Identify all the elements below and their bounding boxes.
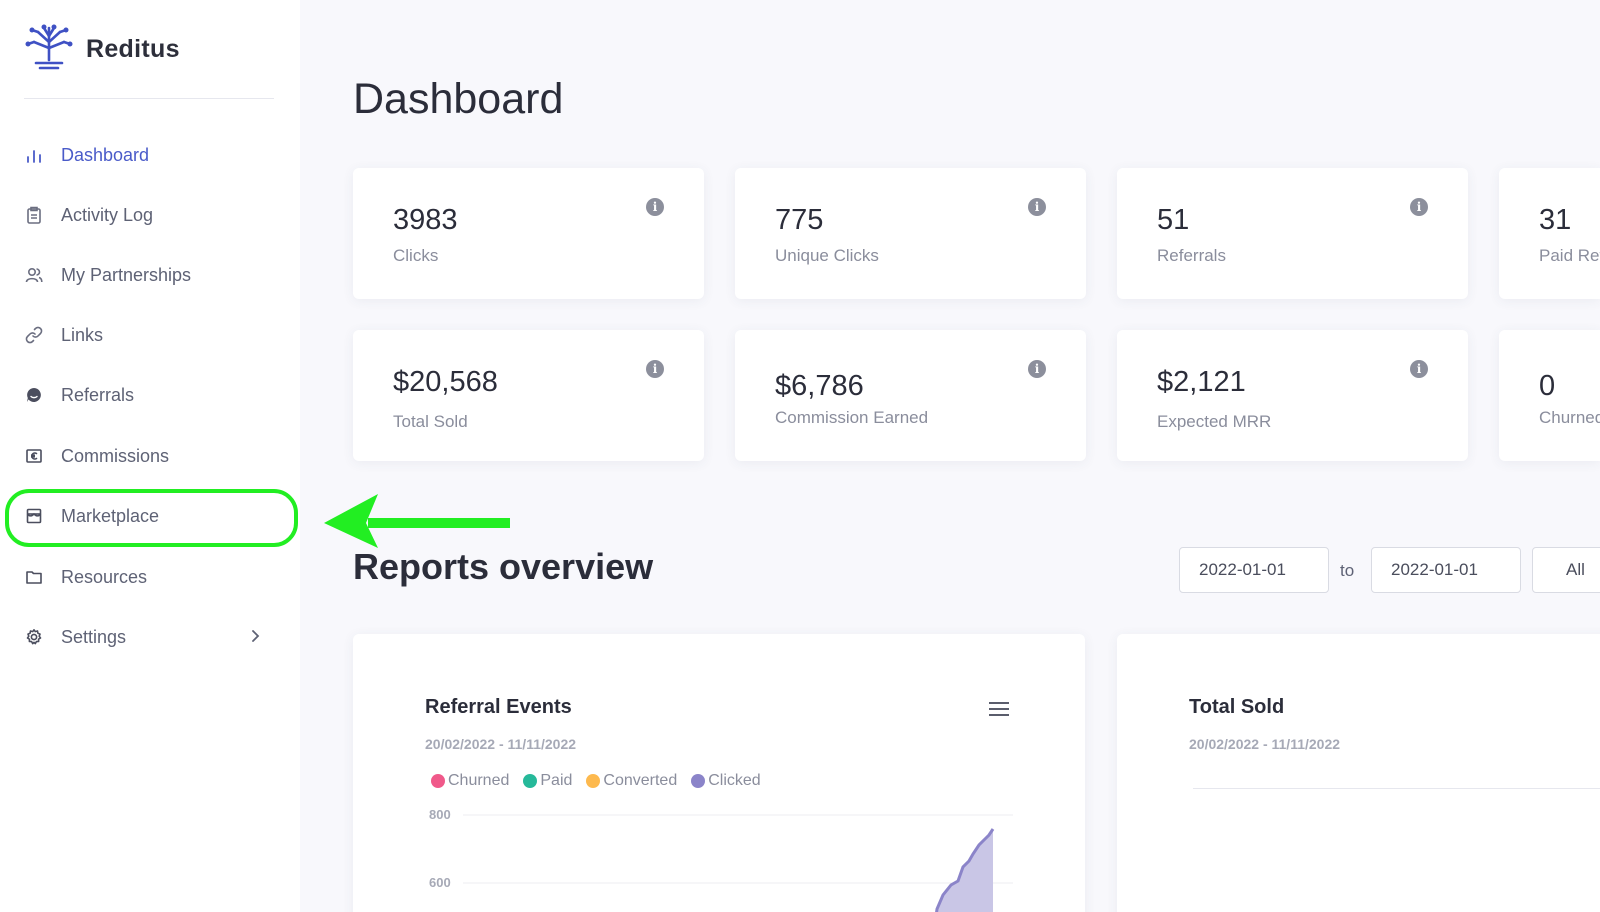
info-icon[interactable]: i xyxy=(1410,198,1428,216)
stat-value: 51 xyxy=(1157,204,1190,236)
stat-value: 775 xyxy=(775,204,824,236)
tree-logo-icon xyxy=(24,22,74,77)
total-sold-baseline xyxy=(1193,788,1600,789)
stat-value: 31 xyxy=(1539,204,1572,236)
sidebar-item-label: Marketplace xyxy=(61,505,160,526)
sidebar: Reditus Dashboard Activity Log My Partne… xyxy=(0,0,300,912)
legend-dot xyxy=(691,774,706,788)
sidebar-item-links[interactable]: Links xyxy=(24,315,274,355)
chart-legend: Churned Paid Converted Clicked xyxy=(431,772,761,790)
sidebar-item-my-partnerships[interactable]: My Partnerships xyxy=(24,255,274,295)
sidebar-item-label: Dashboard xyxy=(61,144,150,165)
sidebar-item-dashboard[interactable]: Dashboard xyxy=(24,135,274,175)
brand[interactable]: Reditus xyxy=(24,22,180,77)
chevron-right-icon[interactable] xyxy=(250,627,262,650)
stat-value: $6,786 xyxy=(775,370,864,402)
info-icon[interactable]: i xyxy=(1410,360,1428,378)
stat-label: Expected MRR xyxy=(1157,412,1272,431)
sidebar-item-resources[interactable]: Resources xyxy=(24,557,274,597)
stat-card-clicks: 3983 Clicks i xyxy=(353,168,704,299)
reports-overview-title: Reports overview xyxy=(353,546,654,587)
users-icon xyxy=(24,265,44,285)
annotation-arrow-icon xyxy=(324,494,510,548)
filter-select[interactable]: All xyxy=(1532,547,1600,593)
stat-value: 3983 xyxy=(393,204,458,236)
stat-value: $2,121 xyxy=(1157,366,1246,398)
legend-dot xyxy=(586,774,601,788)
sidebar-item-label: My Partnerships xyxy=(61,264,192,285)
gear-icon xyxy=(24,627,44,647)
link-icon xyxy=(24,325,44,345)
stat-label: Commission Earned xyxy=(775,408,929,427)
info-icon[interactable]: i xyxy=(1028,198,1046,216)
stat-label: Paid Referrals xyxy=(1539,246,1600,265)
stat-label: Total Sold xyxy=(393,412,468,431)
stat-card-commission-earned: $6,786 Commission Earned i xyxy=(735,330,1086,461)
sidebar-item-commissions[interactable]: Commissions xyxy=(24,436,274,476)
stat-card-expected-mrr: $2,121 Expected MRR i xyxy=(1117,330,1468,461)
clicked-area xyxy=(936,829,993,912)
clipboard-icon xyxy=(24,205,44,225)
sidebar-divider xyxy=(24,98,274,99)
bar-chart-icon xyxy=(24,145,44,165)
legend-label: Clicked xyxy=(708,772,761,789)
sidebar-item-settings[interactable]: Settings xyxy=(24,617,274,657)
stat-label: Referrals xyxy=(1157,246,1226,265)
stat-card-paid-referrals: 31 Paid Referrals xyxy=(1499,168,1600,299)
referral-events-card: Referral Events 20/02/2022 - 11/11/2022 … xyxy=(353,634,1085,912)
stat-value: $20,568 xyxy=(393,366,498,398)
sidebar-item-activity-log[interactable]: Activity Log xyxy=(24,195,274,235)
hamburger-menu-icon[interactable] xyxy=(989,702,1009,718)
date-from-input[interactable]: 2022-01-01 xyxy=(1179,547,1329,593)
stat-card-referrals: 51 Referrals i xyxy=(1117,168,1468,299)
date-range-separator: to xyxy=(1340,561,1355,580)
sidebar-item-label: Commissions xyxy=(61,445,170,466)
store-icon xyxy=(24,506,44,526)
date-to-input[interactable]: 2022-01-01 xyxy=(1371,547,1521,593)
total-sold-card: Total Sold 20/02/2022 - 11/11/2022 xyxy=(1117,634,1600,912)
stat-label: Churned xyxy=(1539,408,1600,427)
stat-value: 0 xyxy=(1539,370,1556,402)
sidebar-item-label: Activity Log xyxy=(61,204,154,225)
chart-title: Referral Events xyxy=(425,696,572,718)
info-icon[interactable]: i xyxy=(646,360,664,378)
sidebar-item-referrals[interactable]: Referrals xyxy=(24,375,274,415)
legend-dot xyxy=(431,774,445,788)
sidebar-item-label: Resources xyxy=(61,566,148,587)
stat-card-unique-clicks: 775 Unique Clicks i xyxy=(735,168,1086,299)
stat-card-total-sold: $20,568 Total Sold i xyxy=(353,330,704,461)
info-icon[interactable]: i xyxy=(1028,360,1046,378)
stat-label: Unique Clicks xyxy=(775,246,879,265)
stat-card-churned: 0 Churned xyxy=(1499,330,1600,461)
info-icon[interactable]: i xyxy=(646,198,664,216)
clicked-line xyxy=(935,828,995,912)
euro-note-icon xyxy=(24,446,44,466)
page-title: Dashboard xyxy=(353,75,564,123)
sidebar-item-label: Settings xyxy=(61,626,127,647)
legend-item-converted[interactable]: Converted xyxy=(586,772,677,790)
legend-dot xyxy=(523,774,538,788)
referral-events-chart: 800 600 xyxy=(429,807,1013,912)
legend-label: Converted xyxy=(603,772,678,789)
y-tick-label-800: 800 xyxy=(429,807,451,822)
sidebar-item-label: Referrals xyxy=(61,384,135,405)
legend-item-churned[interactable]: Churned xyxy=(431,772,509,790)
stat-label: Clicks xyxy=(393,246,439,265)
brand-name: Reditus xyxy=(86,35,180,63)
legend-item-paid[interactable]: Paid xyxy=(523,772,572,790)
legend-item-clicked[interactable]: Clicked xyxy=(691,772,761,790)
chat-bubble-icon xyxy=(24,385,44,405)
sidebar-item-label: Links xyxy=(61,324,104,345)
legend-label: Churned xyxy=(448,772,510,789)
chart-title: Total Sold xyxy=(1189,696,1285,718)
folder-icon xyxy=(24,567,44,587)
sidebar-item-marketplace[interactable]: Marketplace xyxy=(24,496,274,536)
chart-date-range: 20/02/2022 - 11/11/2022 xyxy=(425,736,577,752)
legend-label: Paid xyxy=(540,772,573,789)
y-tick-label-600: 600 xyxy=(429,875,451,890)
chart-date-range: 20/02/2022 - 11/11/2022 xyxy=(1189,736,1341,752)
